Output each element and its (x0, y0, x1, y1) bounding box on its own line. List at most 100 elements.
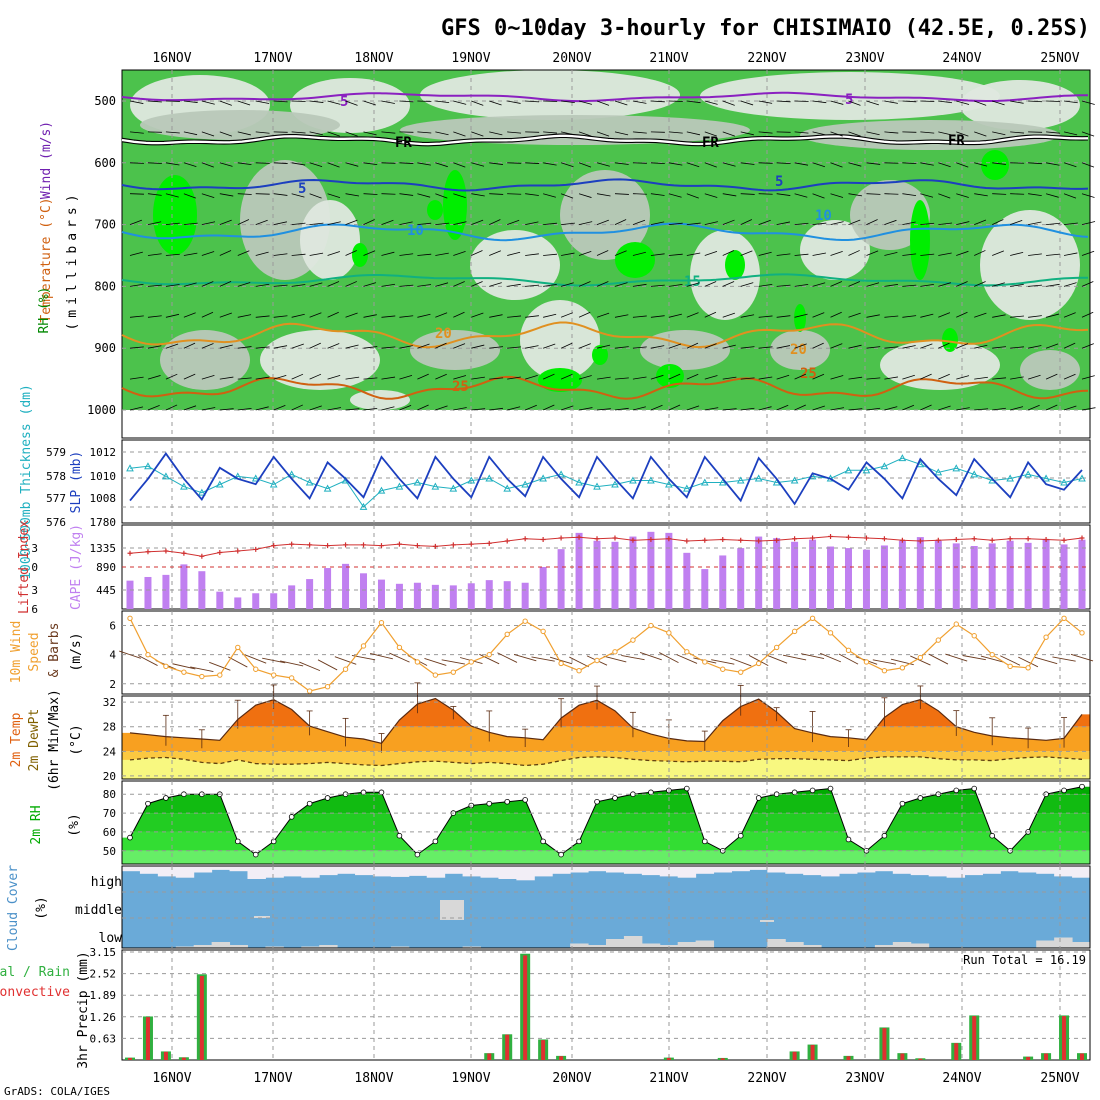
wind-barb-103 (1010, 131, 1025, 134)
wind-barb-115 (255, 162, 270, 164)
lifted-index-point-29 (648, 537, 654, 543)
cloud-high-gap-5 (211, 866, 231, 870)
wind-barb-317 (974, 250, 986, 256)
thickness-point-25 (575, 478, 583, 486)
contour-10 (121, 222, 1089, 242)
wind10m-speed-point-7 (253, 666, 259, 672)
wind-barb-228 (345, 219, 358, 225)
wind-barb-553 (363, 407, 378, 411)
wind-barb-528 (884, 376, 899, 380)
lifted-index-point-30 (666, 536, 672, 542)
cloud-low-19 (462, 946, 482, 948)
rh-bright-12 (942, 328, 958, 352)
wind-barb-52 (1063, 100, 1078, 104)
wind-barb-5 (219, 100, 232, 106)
wind-barb-438 (237, 346, 252, 349)
temp-tick-1: 28 (103, 721, 116, 734)
lifted-index-point-34 (738, 537, 744, 543)
rh2m-point-37 (791, 789, 798, 796)
lifted-index-point-15 (396, 541, 402, 547)
wind-barb-89 (758, 131, 773, 134)
wind-barb-117 (291, 162, 306, 166)
wind-barb-319 (1010, 251, 1024, 256)
thickness-point-52 (1060, 478, 1068, 486)
cloud-high-gap-44 (910, 866, 930, 876)
wind-barb-234 (453, 221, 467, 225)
thickness-point-13 (359, 502, 368, 510)
cloud-low-8 (265, 946, 284, 948)
cloud-low-38 (803, 945, 822, 948)
rh-contour-19 (520, 300, 600, 380)
wind-barb-419 (866, 314, 880, 318)
wind-barb-268 (1063, 222, 1078, 225)
wind-barb-263 (974, 219, 987, 225)
lifted-index-point-2 (163, 548, 169, 554)
wind-barb-351 (614, 282, 628, 287)
wind10m-speed-point-6 (235, 644, 241, 651)
cape-bar-0 (126, 580, 134, 609)
contour-15 (121, 273, 1089, 287)
wind10m-barb-38 (800, 653, 825, 660)
wind-barb-352 (632, 283, 647, 287)
wind-barb-355 (686, 282, 700, 287)
wind-barb-106 (1063, 131, 1078, 136)
precip-conv-bar-30 (666, 1057, 671, 1060)
contour-label-8: 10 (815, 208, 832, 224)
wind-barb-451 (471, 344, 485, 349)
wind-barb-224 (273, 221, 287, 225)
cloud-high-gap-28 (623, 866, 643, 874)
wind10m-barb-53 (1070, 653, 1094, 662)
wind-barb-169 (255, 193, 270, 195)
wind-barb-576 (776, 404, 789, 411)
wind-barb-546 (237, 407, 252, 411)
wind-barb-569 (650, 404, 663, 411)
cloud-high-gap-26 (588, 866, 607, 872)
wind-barb-447 (399, 345, 413, 349)
wind-barb-479 (974, 344, 988, 349)
top-date-1: 17NOV (253, 51, 292, 66)
wind-barb-235 (471, 219, 484, 225)
contour-label-13: 25 (800, 366, 817, 382)
wind-barb-172 (309, 193, 322, 199)
contour-25 (121, 375, 1089, 400)
wind-barb-396 (453, 311, 465, 318)
wind10m-speed-point-11 (324, 684, 331, 690)
wind-barb-421 (902, 315, 917, 318)
wind-barb-433 (147, 345, 162, 349)
wind10m-speed-point-44 (917, 654, 924, 661)
thickness-point-20 (485, 474, 494, 482)
wind10m-barb-29 (639, 652, 662, 661)
wind-barb-132 (560, 162, 574, 168)
wind-barb-171 (291, 193, 305, 198)
wind-barb-188 (596, 193, 611, 197)
wind10m-speed-point-24 (558, 660, 564, 667)
wind-barb-141 (722, 162, 736, 167)
wind-barb-232 (417, 222, 432, 225)
wind-barb-45 (938, 100, 953, 104)
wind-barb-197 (758, 193, 773, 195)
cape-bar-7 (252, 593, 260, 609)
wind-barb-343 (471, 281, 483, 287)
wind10m-speed-point-20 (486, 651, 492, 658)
wind-barb-457 (578, 343, 591, 349)
precip-conv-bar-20 (487, 1053, 492, 1060)
cloud-low-25 (570, 943, 589, 948)
cape-bar-35 (755, 536, 763, 609)
wind10m-speed-point-21 (504, 631, 510, 637)
wind-barb-154 (956, 162, 969, 168)
wind-barb-587 (974, 408, 989, 411)
lifted-index-point-24 (558, 535, 564, 541)
wind-barb-543 (183, 405, 197, 411)
rh-bright-7 (981, 150, 1009, 180)
wind-barb-236 (489, 219, 501, 225)
slp-tick-right-0: 1012 (90, 446, 117, 459)
wind-barb-227 (327, 221, 341, 225)
wind-barb-109 (147, 162, 162, 164)
wind-barb-204 (884, 193, 899, 195)
rh-contour-16 (160, 330, 250, 390)
wind-barb-246 (668, 222, 683, 225)
upper-air-panel: 500 600 700 800 900 1000 5 5 FR FR FR 5 5 10 10 15 20 20 2… (87, 69, 1096, 439)
rh2m-point-17 (432, 838, 439, 845)
wind-barb-287 (435, 252, 449, 256)
cloud-low-6 (229, 945, 248, 948)
